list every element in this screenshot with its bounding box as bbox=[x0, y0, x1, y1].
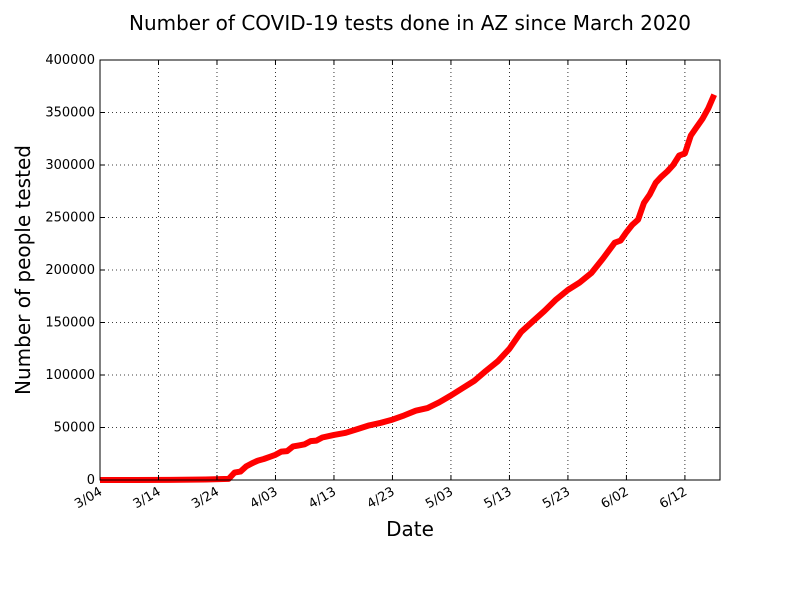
y-axis-tick-labels: 0 50000 100000 150000 200000 250000 300000 3500… bbox=[45, 53, 95, 488]
y-tick-label: 400000 bbox=[45, 53, 95, 68]
y-tick-label: 250000 bbox=[45, 211, 95, 226]
x-tick-label: 3/24 bbox=[189, 484, 222, 512]
x-tick-label: 5/23 bbox=[540, 484, 573, 512]
y-tick-label: 350000 bbox=[45, 106, 95, 121]
y-tick-label: 50000 bbox=[54, 421, 95, 436]
y-tick-label: 200000 bbox=[45, 263, 95, 278]
x-axis-label: Date bbox=[386, 517, 434, 541]
x-tick-label: 6/02 bbox=[599, 484, 632, 512]
x-tick-label: 5/13 bbox=[482, 484, 515, 512]
x-tick-label: 3/04 bbox=[72, 484, 105, 512]
series-layer bbox=[100, 93, 717, 483]
x-tick-label: 6/12 bbox=[657, 484, 690, 512]
y-axis-label: Number of people tested bbox=[11, 145, 35, 395]
x-tick-label: 3/14 bbox=[131, 484, 164, 512]
series-line bbox=[100, 93, 717, 483]
y-tick-label: 0 bbox=[87, 473, 95, 488]
y-tick-label: 300000 bbox=[45, 158, 95, 173]
y-tick-label: 150000 bbox=[45, 316, 95, 331]
axis-ticks bbox=[99, 59, 720, 481]
y-tick-label: 100000 bbox=[45, 368, 95, 383]
grid-lines bbox=[100, 60, 720, 480]
x-tick-label: 4/13 bbox=[306, 484, 339, 512]
x-axis-tick-labels: 3/04 3/14 3/24 4/03 4/13 4/23 5/03 5/13 5/23 6/02… bbox=[72, 484, 690, 512]
chart-title: Number of COVID-19 tests done in AZ sinc… bbox=[129, 11, 691, 35]
x-tick-label: 4/03 bbox=[248, 484, 281, 512]
x-tick-label: 5/03 bbox=[423, 484, 456, 512]
x-tick-label: 4/23 bbox=[365, 484, 398, 512]
